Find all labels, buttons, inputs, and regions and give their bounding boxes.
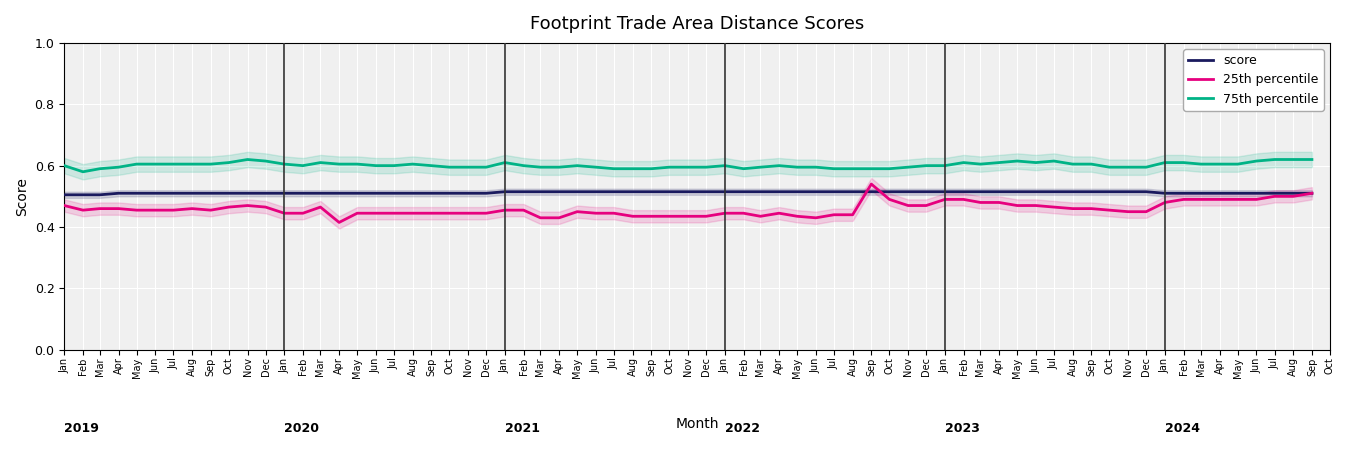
Text: 2024: 2024 (1165, 422, 1200, 435)
X-axis label: Month: Month (675, 417, 720, 431)
Line: score: score (65, 192, 1312, 195)
Line: 75th percentile: 75th percentile (65, 159, 1312, 172)
Text: 2022: 2022 (725, 422, 760, 435)
Line: 25th percentile: 25th percentile (65, 184, 1312, 222)
Y-axis label: Score: Score (15, 177, 28, 216)
Text: 2020: 2020 (285, 422, 319, 435)
Text: 2021: 2021 (505, 422, 540, 435)
Title: Footprint Trade Area Distance Scores: Footprint Trade Area Distance Scores (531, 15, 864, 33)
Text: 2023: 2023 (945, 422, 980, 435)
Text: 2019: 2019 (65, 422, 99, 435)
Legend: score, 25th percentile, 75th percentile: score, 25th percentile, 75th percentile (1183, 49, 1324, 111)
